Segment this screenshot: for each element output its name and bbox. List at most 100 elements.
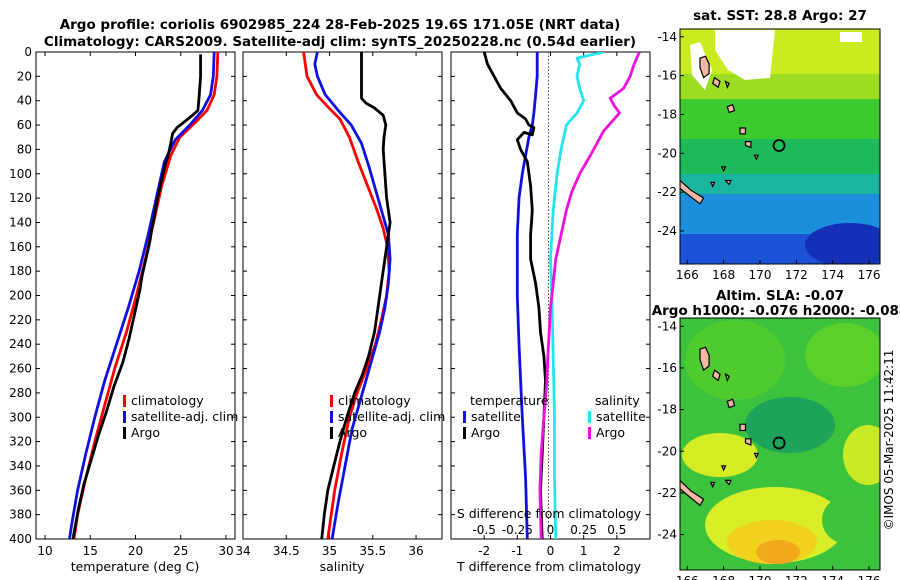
y-tick-label: 0 (24, 45, 32, 59)
y-tick-label: -24 (657, 528, 677, 542)
legend-climatology: climatology (338, 393, 411, 408)
salinity-series (302, 52, 392, 539)
sla-map (680, 318, 880, 570)
x-tick-label: 168 (712, 268, 735, 282)
y-tick-label: 100 (9, 167, 32, 181)
temperature-series (68, 52, 220, 539)
y-tick-label: 340 (9, 459, 32, 473)
island-shape (753, 452, 760, 459)
legend-s-argo: Argo (596, 425, 625, 440)
legend-temperature-title: temperature (470, 393, 549, 408)
sla-map-subtitle: Argo h1000: -0.076 h2000: -0.088 (652, 303, 900, 319)
x2-tick-label: 0.5 (607, 523, 626, 537)
argo-position-marker (772, 139, 786, 152)
y-tick-label: -20 (657, 444, 677, 458)
y-tick-label: 240 (9, 337, 32, 351)
sst-map-coast (680, 55, 786, 205)
y-tick-label: -20 (657, 146, 677, 160)
y-tick-label: 260 (9, 362, 32, 376)
island-shape (739, 127, 747, 135)
salinity-xlabel: salinity (320, 559, 365, 574)
temperature-xlabel: temperature (deg C) (71, 559, 200, 574)
x-tick-label: 20 (128, 544, 143, 558)
y-tick-label: -22 (657, 185, 677, 199)
island-shape (720, 166, 727, 173)
salinity-legend: climatology satellite-adj. clim Argo (330, 393, 445, 440)
x2-tick-label: -0.25 (502, 523, 533, 537)
x-tick-label: 10 (37, 544, 52, 558)
island-shape (753, 154, 760, 161)
x-tick-label: 172 (785, 574, 808, 580)
y-tick-label: -18 (657, 107, 677, 121)
series-line-satellite-adj-clim (313, 52, 392, 539)
series-line-s-satellite (549, 52, 604, 539)
legend-argo: Argo (131, 425, 160, 440)
credit: ©IMOS 05-Mar-2025 11:42:11 (882, 350, 896, 531)
x-tick-label: -1 (511, 544, 523, 558)
y-tick-label: -24 (657, 224, 677, 238)
series-line-t-argo (482, 52, 547, 539)
y-tick-label: -22 (657, 486, 677, 500)
island-shape (699, 55, 710, 79)
island-shape (680, 479, 705, 507)
difference-series (482, 52, 641, 539)
y-tick-label: 80 (17, 142, 32, 156)
y-tick-label: 20 (17, 69, 32, 83)
legend-swatch-satellite (330, 411, 333, 423)
island-shape (699, 346, 710, 372)
island-shape (680, 179, 705, 205)
legend-swatch-satellite (123, 411, 126, 423)
y-tick-label: 380 (9, 508, 32, 522)
x-tick-label: 1 (580, 544, 588, 558)
legend-swatch-t-satellite (463, 411, 466, 423)
series-line-climatology (302, 52, 391, 539)
x2-tick-label: 0.25 (570, 523, 597, 537)
difference-x2label: S difference from climatology (457, 506, 642, 521)
x-tick-label: 30 (218, 544, 233, 558)
y-tick-label: -16 (657, 361, 677, 375)
legend-climatology: climatology (131, 393, 204, 408)
x-tick-label: 170 (749, 574, 772, 580)
y-tick-label: 220 (9, 313, 32, 327)
legend-swatch-t-argo (463, 427, 466, 439)
sst-map-ticks: 166 168 170 172 174 176 -14 -16 -18 -20 -22 -24 (657, 30, 880, 282)
legend-swatch-argo (330, 427, 333, 439)
y-tick-label: 360 (9, 483, 32, 497)
x-tick-label: 174 (821, 268, 844, 282)
series-line-argo (71, 54, 203, 539)
island-shape (724, 179, 732, 186)
island-shape (724, 372, 730, 383)
x-tick-label: 35 (322, 544, 337, 558)
island-shape (724, 80, 730, 89)
island-shape (744, 438, 752, 446)
y-tick-label: 180 (9, 264, 32, 278)
difference-legend: temperature satellite Argo salinity sate… (463, 393, 646, 440)
series-line-argo (320, 52, 392, 539)
x-tick-label: 166 (676, 574, 699, 580)
y-tick-label: 40 (17, 94, 32, 108)
main-title-line1: Argo profile: coriolis 6902985_224 28-Fe… (60, 17, 621, 33)
x-tick-label: 34.5 (273, 544, 300, 558)
y-tick-label: 120 (9, 191, 32, 205)
difference-xlabel: T difference from climatology (456, 559, 642, 574)
island-shape (724, 479, 732, 486)
temperature-legend: climatology satellite-adj. clim Argo (123, 393, 238, 440)
x-tick-label: 15 (83, 544, 98, 558)
legend-satellite: satellite-adj. clim (131, 409, 238, 424)
island-shape (709, 481, 716, 489)
x-tick-label: 176 (858, 268, 881, 282)
y-tick-label: 320 (9, 435, 32, 449)
sla-map-frame (679, 317, 881, 571)
sst-map-frame (679, 28, 881, 265)
x2-tick-label: 0 (547, 523, 555, 537)
island-shape (739, 423, 747, 432)
argo-position-marker (772, 436, 786, 450)
x-tick-label: 2 (613, 544, 621, 558)
x-tick-label: 25 (173, 544, 188, 558)
island-shape (726, 398, 736, 409)
legend-t-argo: Argo (471, 425, 500, 440)
sst-map (680, 29, 880, 264)
sla-map-ticks: 166 168 170 172 174 176 -14 -16 -18 -20 -22 -24 (657, 319, 880, 580)
y-tick-label: 60 (17, 118, 32, 132)
y-tick-label: -18 (657, 403, 677, 417)
